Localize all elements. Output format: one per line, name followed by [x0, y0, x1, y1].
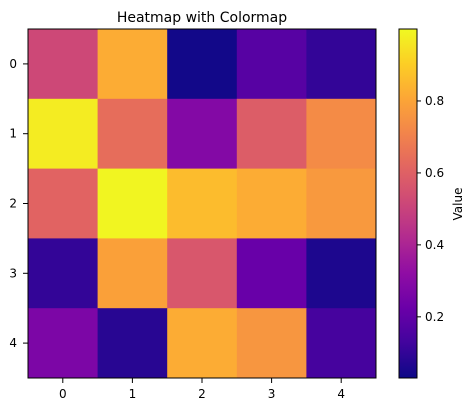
colorbar-tick-label: 0.2 [425, 310, 444, 324]
heatmap-cell-0-3 [236, 29, 307, 100]
x-axis-ticks: 0 1 2 3 4 [59, 378, 345, 401]
heatmap-cell-4-1 [97, 308, 168, 379]
heatmap-cell-1-4 [306, 98, 377, 170]
heatmap-cells [28, 29, 377, 379]
heatmap-cell-4-0 [28, 308, 99, 379]
heatmap-cell-4-4 [306, 308, 377, 379]
x-tick-label: 3 [268, 387, 276, 401]
x-tick-label: 1 [129, 387, 137, 401]
heatmap-cell-2-3 [236, 168, 307, 239]
heatmap-cell-3-0 [28, 238, 99, 309]
heatmap-cell-3-3 [236, 238, 307, 309]
heatmap-cell-2-0 [28, 168, 99, 239]
heatmap-cell-1-0 [28, 98, 99, 170]
colorbar-ticks: 0.2 0.4 0.6 0.8 [417, 94, 444, 324]
colorbar-tick-label: 0.8 [425, 94, 444, 108]
colorbar-frame [398, 28, 418, 379]
colorbar-tick-label: 0.4 [425, 238, 444, 252]
heatmap-cell-4-2 [167, 308, 238, 379]
colorbar-tick-label: 0.6 [425, 166, 444, 180]
x-tick-label: 4 [337, 387, 345, 401]
y-tick-label: 4 [9, 336, 17, 350]
heatmap-cell-3-2 [167, 238, 238, 309]
chart-title: Heatmap with Colormap [117, 10, 287, 26]
heatmap-cell-3-1 [97, 238, 168, 309]
heatmap-cell-3-4 [306, 238, 377, 309]
y-tick-label: 1 [9, 127, 17, 141]
heatmap-cell-0-2 [167, 29, 238, 100]
y-tick-label: 3 [9, 266, 17, 280]
y-tick-label: 2 [9, 197, 17, 211]
heatmap-cell-0-4 [306, 29, 377, 100]
y-tick-label: 0 [9, 57, 17, 71]
heatmap-cell-4-3 [236, 308, 307, 379]
heatmap-cell-1-2 [167, 98, 238, 170]
y-axis-ticks: 0 1 2 3 4 [9, 57, 28, 350]
colorbar-label: Value [451, 188, 465, 221]
x-tick-label: 2 [198, 387, 206, 401]
heatmap-cell-1-3 [236, 98, 307, 170]
heatmap-cell-2-2 [167, 168, 238, 239]
heatmap-cell-0-1 [97, 29, 168, 100]
heatmap-cell-1-1 [97, 98, 168, 170]
heatmap-cell-2-4 [306, 168, 377, 239]
x-tick-label: 0 [59, 387, 67, 401]
heatmap-cell-0-0 [28, 29, 99, 100]
colorbar [399, 29, 417, 378]
heatmap-cell-2-1 [97, 168, 168, 239]
